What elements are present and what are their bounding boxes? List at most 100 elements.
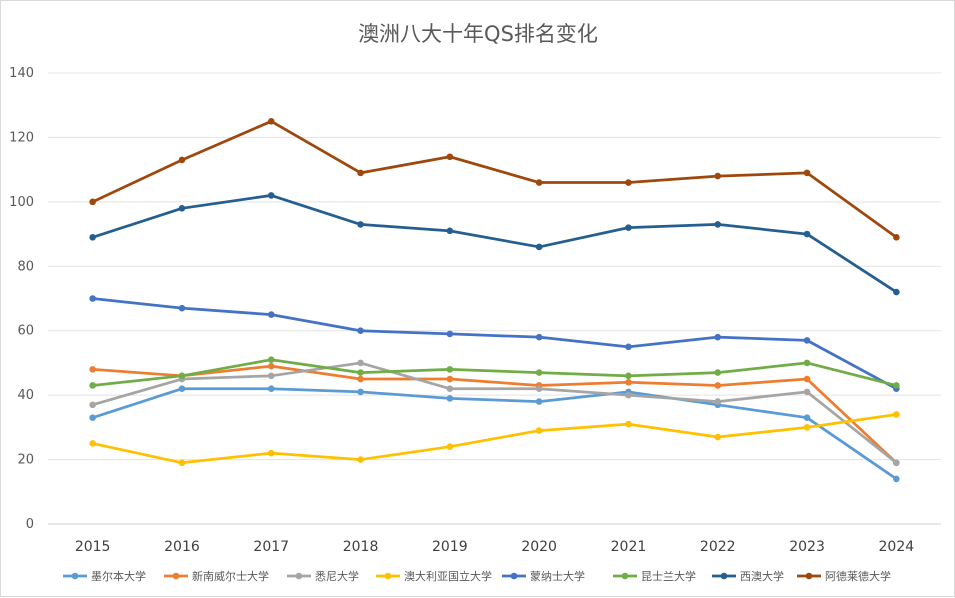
series-line — [91, 119, 898, 239]
x-axis: 2015 2016 2017 2018 2019 2020 2021 2022 2023 2024 — [48, 523, 941, 555]
series-line — [91, 387, 898, 481]
legend-label: 澳大利亚国立大学 — [404, 569, 492, 583]
series-6 — [89, 356, 900, 389]
data-point — [893, 411, 900, 418]
data-point — [625, 391, 632, 399]
data-point — [178, 385, 186, 393]
data-point — [89, 440, 96, 447]
data-point — [446, 330, 454, 338]
x-tick-label: 2015 — [75, 539, 111, 555]
legend-item: 蒙纳士大学 — [502, 569, 585, 583]
data-point — [267, 356, 275, 364]
data-point — [625, 372, 632, 380]
data-point — [446, 153, 454, 161]
series-line — [91, 364, 898, 465]
data-point — [446, 375, 454, 383]
legend-swatch-marker — [295, 572, 303, 580]
series-line — [91, 194, 898, 294]
y-tick-label: 140 — [9, 66, 34, 81]
data-point — [893, 382, 900, 389]
series-5 — [89, 295, 900, 393]
data-point — [446, 395, 454, 402]
series-2 — [89, 362, 900, 467]
legend-swatch-marker — [621, 572, 629, 580]
y-tick-label: 120 — [9, 130, 34, 145]
data-point — [267, 449, 275, 457]
data-point — [357, 388, 364, 396]
data-point — [446, 443, 454, 450]
series-lines — [89, 118, 900, 483]
x-tick-label: 2018 — [343, 539, 379, 555]
data-point — [535, 243, 543, 251]
data-point — [625, 343, 632, 351]
data-point — [803, 375, 811, 383]
data-point — [357, 327, 364, 335]
series-3 — [89, 359, 900, 467]
data-point — [89, 295, 96, 302]
data-point — [357, 359, 364, 367]
data-point — [625, 179, 632, 186]
legend-label: 新南威尔士大学 — [192, 569, 269, 583]
data-point — [357, 375, 364, 383]
data-point — [267, 118, 275, 125]
legend-swatch-marker — [71, 572, 79, 580]
legend-swatch-marker — [805, 572, 813, 580]
legend-swatch-marker — [720, 572, 728, 580]
data-point — [714, 221, 722, 228]
data-point — [625, 378, 632, 386]
data-point — [803, 359, 811, 367]
y-tick-label: 80 — [17, 259, 34, 274]
series-8 — [89, 118, 900, 241]
data-point — [357, 221, 364, 228]
data-point — [357, 369, 364, 376]
legend-label: 悉尼大学 — [315, 569, 359, 583]
data-point — [267, 385, 275, 393]
data-point — [178, 459, 186, 467]
series-line — [91, 361, 898, 465]
legend-item: 悉尼大学 — [287, 569, 359, 583]
chart-title: 澳洲八大十年QS排名变化 — [358, 22, 598, 46]
data-point — [535, 179, 543, 186]
legend-label: 阿德莱德大学 — [825, 569, 891, 583]
data-point — [267, 192, 275, 199]
x-tick-label: 2020 — [521, 539, 557, 555]
data-point — [714, 172, 722, 180]
legend-swatch-marker — [172, 572, 180, 580]
data-point — [625, 420, 632, 428]
x-tick-label: 2022 — [700, 539, 736, 555]
data-point — [893, 475, 900, 483]
legend-label: 墨尔本大学 — [91, 569, 146, 583]
data-point — [625, 224, 632, 231]
legend-item: 阿德莱德大学 — [797, 569, 891, 583]
x-tick-label: 2016 — [164, 539, 200, 555]
data-point — [89, 382, 96, 389]
data-point — [893, 233, 900, 241]
data-point — [535, 427, 543, 434]
data-point — [714, 369, 722, 376]
y-tick-label: 40 — [17, 388, 34, 403]
data-point — [267, 311, 275, 318]
legend-label: 西澳大学 — [740, 569, 784, 583]
y-tick-label: 20 — [17, 453, 34, 468]
legend-item: 西澳大学 — [712, 569, 784, 583]
data-point — [535, 398, 543, 405]
legend: 墨尔本大学 新南威尔士大学 悉尼大学 澳大利亚国立大学 蒙纳士大学 昆士兰大学 西澳大学 阿德… — [63, 569, 891, 583]
legend-item: 澳大利亚国立大学 — [376, 569, 492, 583]
data-point — [178, 205, 186, 212]
series-7 — [89, 192, 900, 296]
data-point — [89, 401, 96, 409]
series-4 — [89, 411, 900, 467]
y-tick-label: 0 — [26, 517, 34, 532]
data-point — [714, 398, 722, 405]
x-tick-label: 2024 — [879, 539, 915, 555]
data-point — [446, 366, 454, 373]
data-point — [267, 372, 275, 380]
data-point — [803, 424, 811, 431]
series-line — [91, 358, 898, 387]
legend-swatch-marker — [384, 572, 392, 580]
data-point — [893, 459, 900, 467]
x-tick-label: 2019 — [432, 539, 468, 555]
data-point — [893, 288, 900, 296]
